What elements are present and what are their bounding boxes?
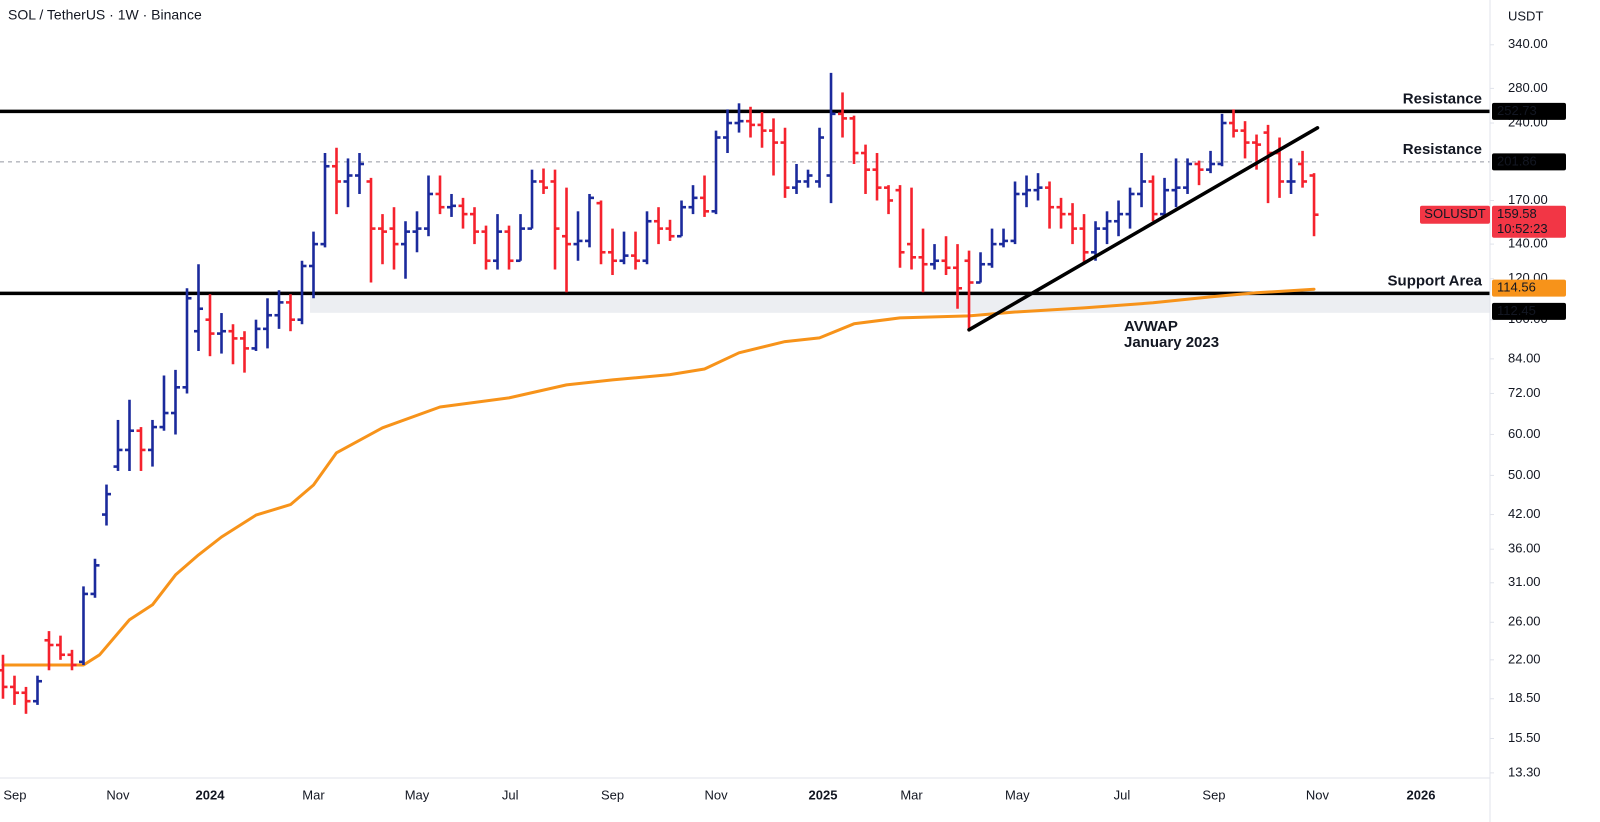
x-tick-label: Mar [302,787,325,802]
y-tick-label: 60.00 [1508,426,1541,441]
level-label: Support Area [1388,272,1483,289]
y-tick-label: 340.00 [1508,36,1548,51]
x-tick-label: Sep [3,787,26,802]
y-tick-label: 22.00 [1508,651,1541,666]
y-tick-label: 280.00 [1508,80,1548,95]
y-tick-label: 31.00 [1508,574,1541,589]
avwap-label: AVWAP [1124,318,1178,335]
avwap-anchor: January 2023 [1124,334,1219,351]
y-tick-label: 42.00 [1508,506,1541,521]
x-tick-label: Sep [1202,787,1225,802]
symbol-tag: SOLUSDT [1424,206,1485,221]
x-tick-label: Sep [601,787,624,802]
level-tag-bg [1492,153,1566,171]
x-tick-label: 2024 [196,787,226,802]
trendline [967,126,1320,332]
avwap-line [1,287,1316,667]
avwap-tag: 114.56 [1497,280,1536,295]
axis-unit: USDT [1508,8,1543,23]
price-tag: 159.58 [1497,206,1537,221]
x-tick-label: May [405,787,430,802]
level-label: Resistance [1403,141,1482,158]
x-tick-label: May [1005,787,1030,802]
level-tag-bg [1492,102,1566,120]
y-tick-label: 15.50 [1508,730,1541,745]
avwap-tag-bg [1492,279,1566,297]
x-tick-label: Jul [1114,787,1131,802]
x-tick-label: Jul [502,787,519,802]
level-tag: 112.45 [1497,303,1536,318]
y-tick-label: 170.00 [1508,192,1548,207]
level-tag: 201.86 [1497,153,1537,168]
x-tick-label: 2025 [809,787,838,802]
support-band [310,293,1490,313]
level-label: Resistance [1403,90,1482,107]
y-tick-label: 72.00 [1508,385,1541,400]
x-tick-label: 2026 [1407,787,1436,802]
symbol-tag-bg [1420,205,1490,224]
x-tick-label: Nov [106,787,130,802]
plot-area: Resistance Resistance Support Area AVWAPJan… [0,72,1490,714]
x-tick-label: Mar [900,787,923,802]
price-tag-bg [1492,205,1566,238]
y-tick-label: 13.30 [1508,764,1541,779]
y-tick-label: 140.00 [1508,236,1548,251]
x-tick-label: Nov [1306,787,1330,802]
y-tick-label: 26.00 [1508,614,1541,629]
y-tick-label: 18.50 [1508,690,1541,705]
chart-title: SOL / TetherUS · 1W · Binance [8,7,202,23]
y-tick-label: 84.00 [1508,350,1541,365]
price-countdown: 10:52:23 [1497,221,1548,236]
y-tick-label: 50.00 [1508,467,1541,482]
level-tag: 252.73 [1497,103,1537,118]
y-tick-label: 36.00 [1508,541,1541,556]
level-tag-bg [1492,302,1566,320]
x-tick-label: Nov [704,787,728,802]
